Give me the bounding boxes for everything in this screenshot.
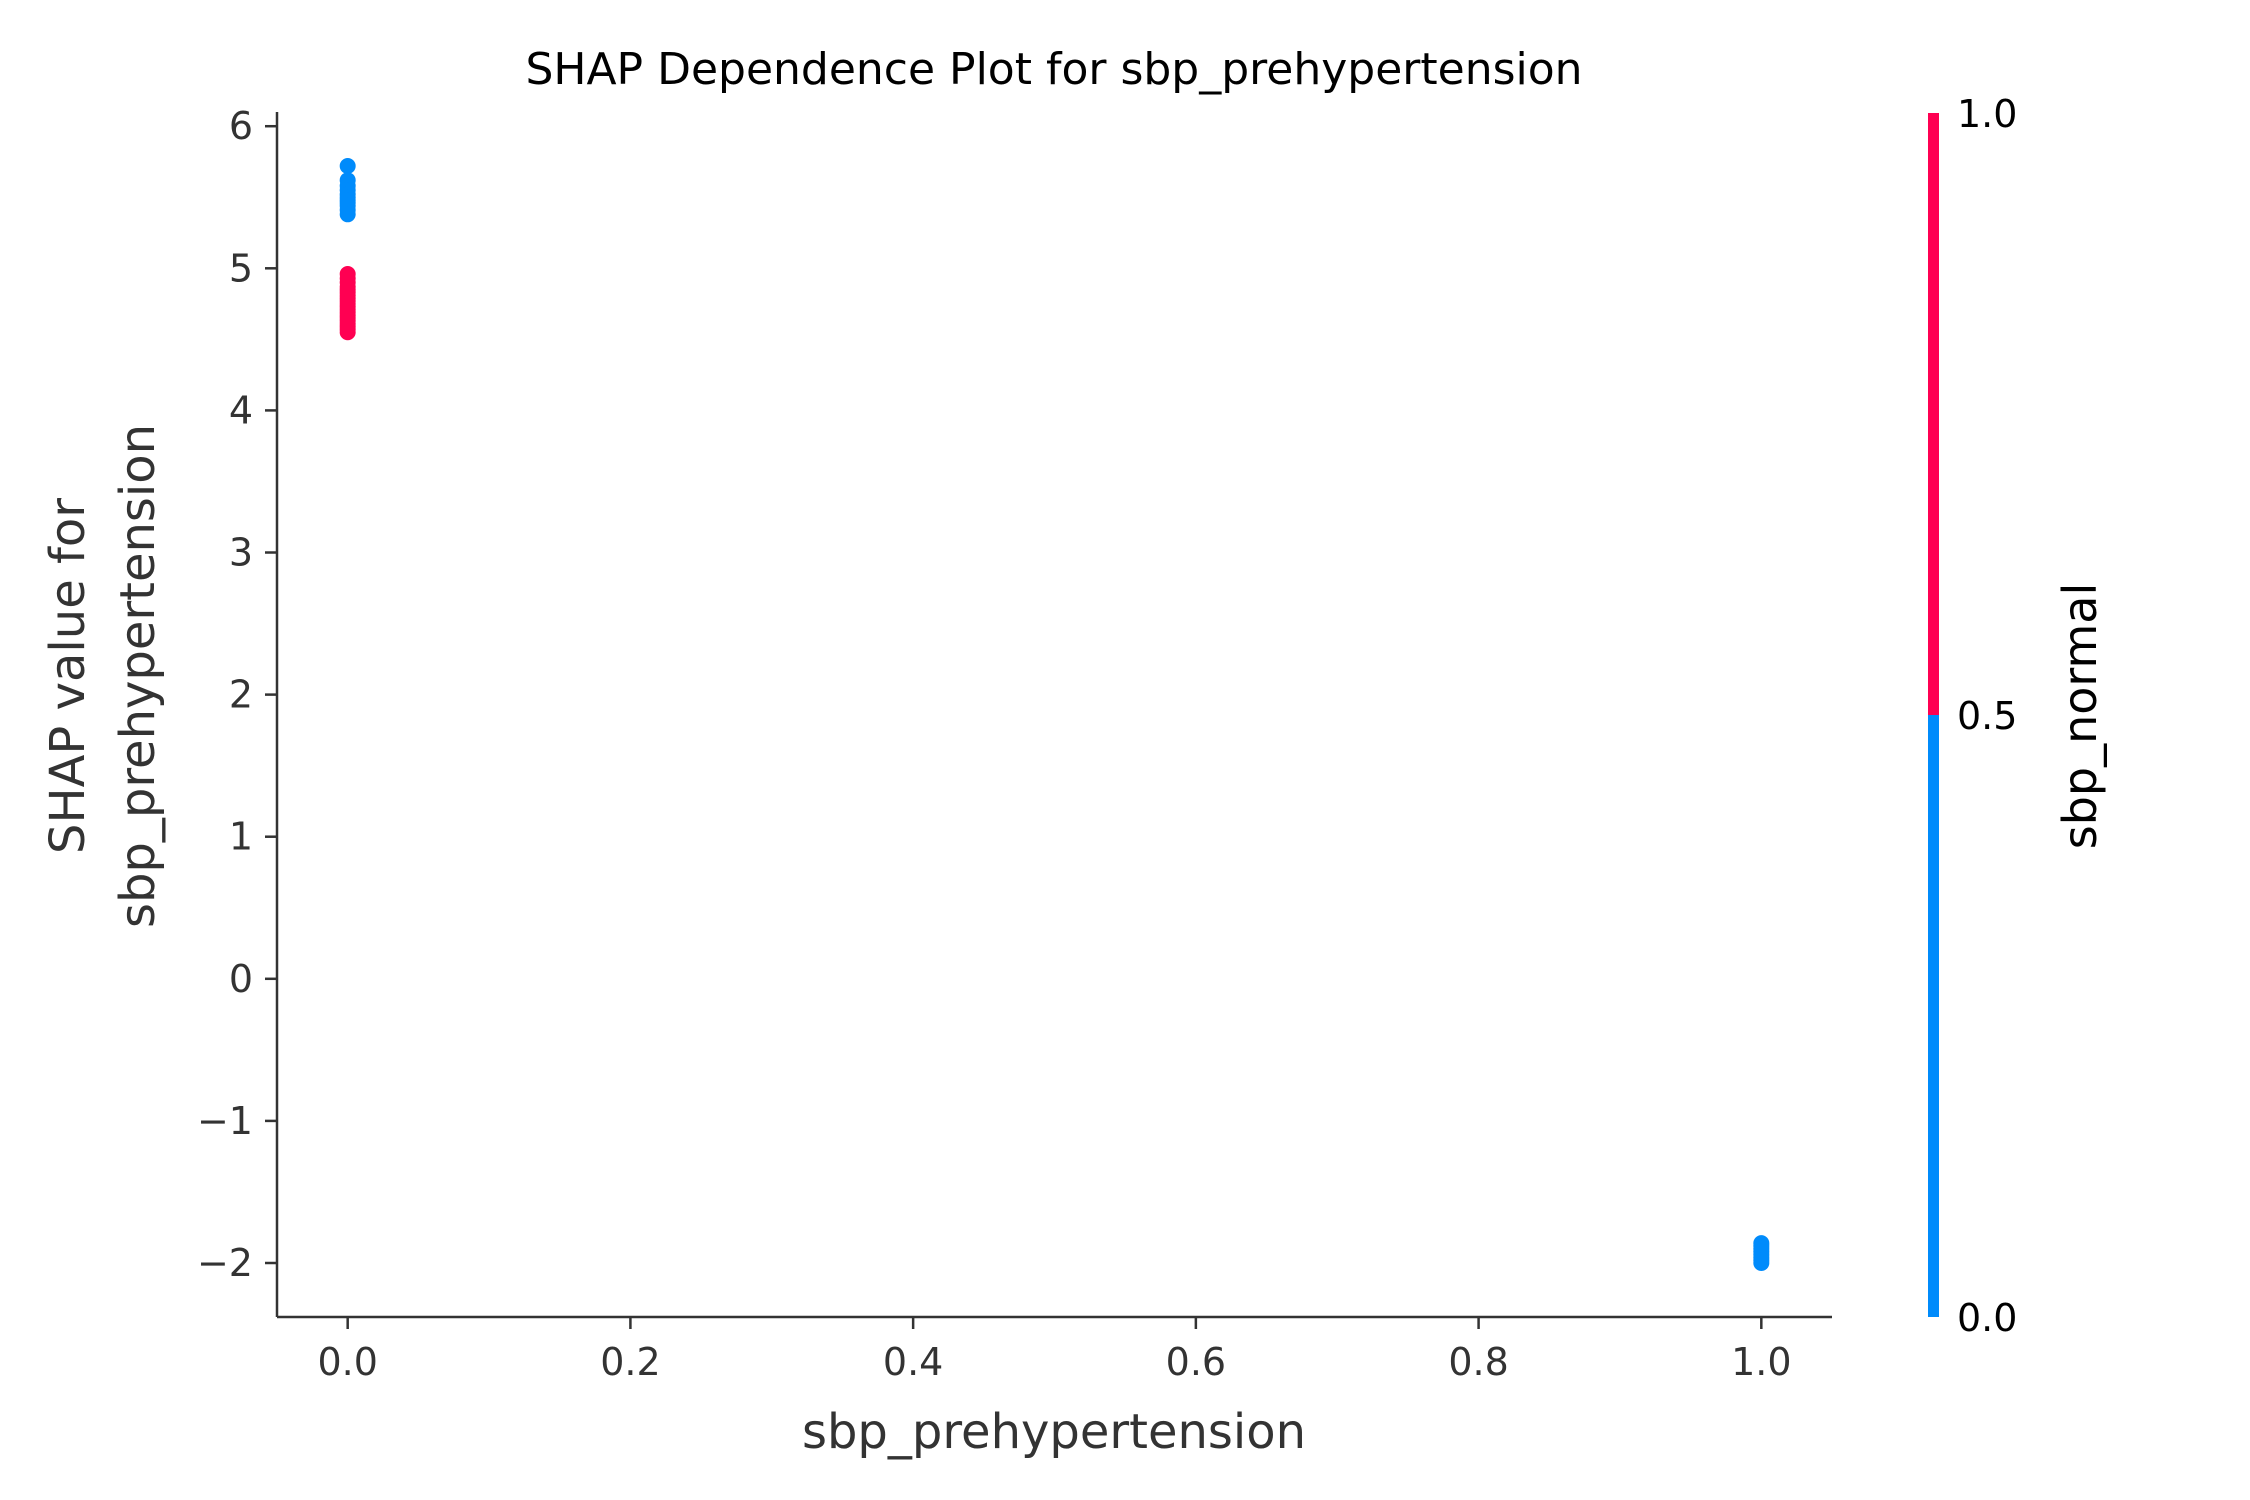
y-tick-label: 5: [229, 246, 253, 290]
y-axis-title-line-2: sbp_prehypertension: [110, 424, 166, 928]
y-tick-label: −1: [197, 1099, 253, 1143]
data-point: [339, 206, 356, 223]
y-tick-label: 3: [229, 531, 253, 575]
data-point: [339, 324, 356, 341]
colorbar-tick-label: 0.5: [1957, 694, 2017, 738]
x-tick-label: 1.0: [1731, 1340, 1791, 1384]
y-tick-label: −2: [197, 1241, 253, 1285]
x-tick-label: 0.8: [1448, 1340, 1508, 1384]
y-ticks: −2 −1 0 1 2 3 4 5 6: [197, 104, 277, 1285]
colorbar-ticks: 0.0 0.5 1.0: [1957, 92, 2017, 1340]
x-tick-label: 0.0: [317, 1340, 377, 1384]
colorbar-title: sbp_normal: [2053, 583, 2107, 850]
colorbar-tick-label: 0.0: [1957, 1296, 2017, 1340]
data-point: [1753, 1255, 1770, 1272]
y-tick-label: 2: [229, 673, 253, 717]
y-tick-label: 4: [229, 388, 253, 432]
chart-title: SHAP Dependence Plot for sbp_prehyperten…: [525, 44, 1582, 95]
colorbar-bar: [1928, 113, 1939, 1317]
x-tick-label: 0.6: [1166, 1340, 1226, 1384]
plot-axes: [275, 112, 1832, 1319]
x-axis-title: sbp_prehypertension: [802, 1404, 1306, 1460]
y-axis-title: SHAP value for sbp_prehypertension: [40, 424, 166, 928]
x-tick-label: 0.2: [600, 1340, 660, 1384]
x-ticks: 0.0 0.2 0.4 0.6 0.8 1.0: [317, 1317, 1792, 1384]
y-axis-title-line-1: SHAP value for: [40, 498, 96, 854]
y-tick-label: 6: [229, 104, 253, 148]
colorbar: 0.0 0.5 1.0 sbp_normal: [1928, 92, 2107, 1340]
y-tick-label: 1: [229, 815, 253, 859]
scatter-points: [339, 157, 1770, 1272]
data-point: [339, 157, 356, 174]
colorbar-tick-label: 1.0: [1957, 92, 2017, 136]
y-tick-label: 0: [229, 957, 253, 1001]
x-tick-label: 0.4: [883, 1340, 943, 1384]
